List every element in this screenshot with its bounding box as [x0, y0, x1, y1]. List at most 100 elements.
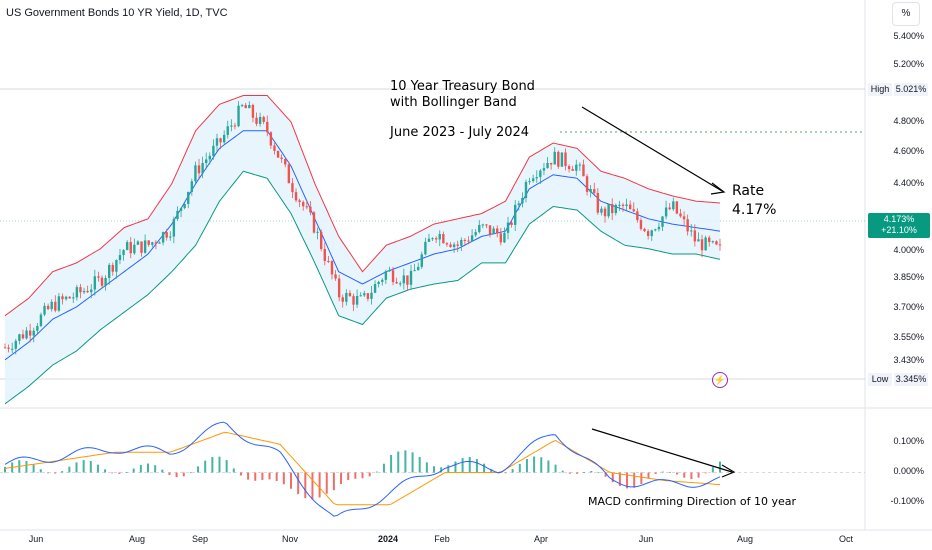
candle-body	[305, 206, 309, 208]
candle-body	[564, 152, 567, 167]
candle-body	[388, 270, 391, 272]
macd-histogram-bar	[268, 472, 271, 480]
macd-histogram-bar	[583, 472, 586, 473]
candle-body	[205, 159, 208, 164]
macd-histogram-bar	[318, 472, 321, 498]
candle-body	[248, 104, 251, 109]
candle-body	[485, 224, 488, 226]
candle-body	[154, 242, 158, 244]
macd-histogram-bar	[483, 463, 486, 473]
price-tick: 5.400%	[893, 31, 924, 41]
macd-histogram-bar	[254, 472, 257, 481]
macd-histogram-bar	[54, 472, 57, 474]
candle-body	[470, 235, 474, 242]
candle-body	[25, 330, 28, 339]
candle-body	[549, 162, 553, 165]
macd-signal-line	[4, 431, 721, 506]
macd-histogram-bar	[568, 472, 571, 474]
candle-body	[266, 121, 269, 133]
candle-body	[708, 237, 711, 243]
candle-body	[370, 292, 373, 299]
candle-body	[460, 239, 463, 246]
candle-body	[107, 264, 111, 278]
macd-histogram-bar	[147, 463, 149, 473]
candle-body	[409, 270, 413, 285]
candle-body	[718, 244, 722, 246]
candle-body	[539, 170, 542, 178]
candle-body	[90, 289, 93, 293]
candle-body	[474, 232, 477, 236]
candle-body	[14, 340, 17, 349]
candle-body	[478, 224, 481, 233]
candle-body	[341, 297, 344, 302]
candle-body	[607, 204, 610, 217]
candle-body	[463, 239, 467, 241]
candle-body	[57, 296, 61, 311]
macd-histogram-bar	[354, 472, 357, 479]
candle-body	[654, 229, 657, 231]
candle-body	[61, 296, 64, 300]
candle-body	[169, 236, 172, 238]
candle-body	[43, 305, 46, 315]
lightning-icon[interactable]: ⚡	[712, 372, 728, 388]
time-tick: Sep	[191, 534, 209, 544]
candle-body	[82, 290, 86, 293]
macd-histogram-bar	[454, 461, 457, 473]
candle-body	[309, 206, 312, 213]
macd-histogram-bar	[225, 460, 228, 473]
macd-histogram-bar	[633, 472, 636, 488]
candle-body	[129, 242, 132, 254]
macd-histogram-bar	[139, 464, 142, 473]
macd-histogram-bar	[46, 472, 49, 474]
macd-histogram-bar	[561, 470, 564, 473]
candle-body	[327, 260, 330, 262]
macd-histogram-bar	[697, 472, 700, 478]
candle-body	[373, 284, 377, 293]
macd-histogram-bar	[604, 472, 607, 477]
macd-histogram-bar	[547, 460, 550, 473]
candle-body	[514, 204, 517, 225]
macd-histogram-bar	[554, 464, 557, 473]
macd-histogram-bar	[411, 452, 414, 473]
candle-body	[32, 330, 35, 336]
candle-body	[621, 204, 625, 206]
candle-body	[704, 237, 707, 251]
unit-toggle-button[interactable]: %	[892, 2, 920, 26]
candle-body	[215, 138, 219, 146]
macd-histogram-bar	[397, 451, 400, 473]
candle-body	[323, 249, 326, 261]
candle-body	[172, 219, 176, 237]
candle-body	[452, 244, 456, 248]
candle-body	[611, 204, 614, 214]
high-marker: High 5.021%	[868, 83, 928, 96]
candle-body	[517, 203, 520, 205]
candle-body	[251, 104, 255, 118]
candle-body	[672, 201, 675, 210]
candle-body	[600, 208, 603, 213]
macd-histogram-bar	[111, 472, 114, 474]
candle-body	[100, 277, 104, 286]
current-price-badge: 4.173% +21.10%	[868, 213, 930, 238]
macd-histogram-bar	[232, 468, 235, 473]
macd-histogram-bar	[325, 472, 328, 494]
candle-body	[294, 192, 298, 201]
time-tick: 2024	[377, 534, 399, 544]
candle-body	[244, 105, 247, 109]
candle-body	[115, 260, 118, 272]
candle-body	[179, 208, 183, 211]
candle-body	[125, 242, 129, 251]
low-marker: Low 3.345%	[868, 373, 928, 386]
macd-histogram-bar	[375, 471, 378, 473]
macd-histogram-bar	[340, 472, 343, 485]
candle-body	[488, 225, 492, 235]
candle-body	[567, 166, 571, 170]
macd-histogram-bar	[96, 464, 99, 473]
candle-body	[690, 230, 693, 232]
candle-body	[431, 238, 434, 240]
candle-body	[402, 275, 406, 284]
candle-body	[10, 348, 14, 350]
macd-histogram-bar	[32, 464, 35, 473]
candle-body	[337, 278, 341, 298]
candle-body	[416, 266, 420, 271]
annotation-title-1: 10 Year Treasury Bond	[390, 79, 535, 94]
